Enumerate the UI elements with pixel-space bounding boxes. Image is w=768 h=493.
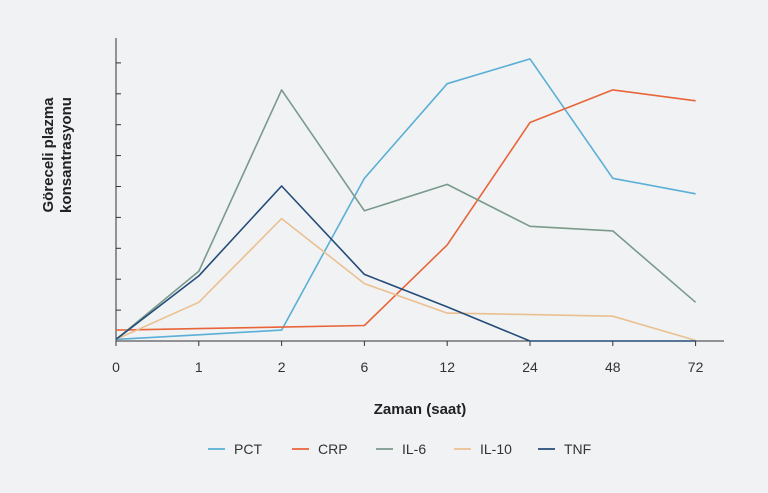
legend-label-il-10: IL-10 <box>480 441 512 457</box>
series-line-crp <box>115 89 696 331</box>
legend-label-il-6: IL-6 <box>402 441 426 457</box>
y-axis-title-line-2: konsantrasyonu <box>58 97 75 213</box>
series-line-tnf <box>115 185 696 342</box>
y-axis-title: Göreceli plazma konsantrasyonu <box>40 97 75 213</box>
legend-label-pct: PCT <box>234 441 262 457</box>
x-axis-title: Zaman (saat) <box>374 401 467 418</box>
x-tick-label: 72 <box>688 359 704 375</box>
x-tick-label: 1 <box>195 359 203 375</box>
x-tick-label: 12 <box>439 359 455 375</box>
x-axis-ticks: 0 1 2 6 12 24 48 72 <box>112 341 704 375</box>
chart-legend: PCT CRP IL-6 IL-10 TNF <box>208 441 591 457</box>
series-line-il-10 <box>115 217 696 342</box>
legend-label-crp: CRP <box>318 441 348 457</box>
chart-axes: 0 1 2 6 12 24 48 72 <box>112 38 724 375</box>
x-tick-label: 24 <box>522 359 538 375</box>
x-tick-label: 2 <box>278 359 286 375</box>
y-axis-ticks <box>116 62 121 311</box>
x-tick-label: 48 <box>605 359 621 375</box>
series-line-pct <box>115 58 696 341</box>
legend-label-tnf: TNF <box>564 441 591 457</box>
x-tick-label: 6 <box>361 359 369 375</box>
y-axis-title-line-1: Göreceli plazma <box>40 97 57 213</box>
series-line-il-6 <box>115 89 697 341</box>
x-tick-label: 0 <box>112 359 120 375</box>
series-lines <box>115 58 697 342</box>
